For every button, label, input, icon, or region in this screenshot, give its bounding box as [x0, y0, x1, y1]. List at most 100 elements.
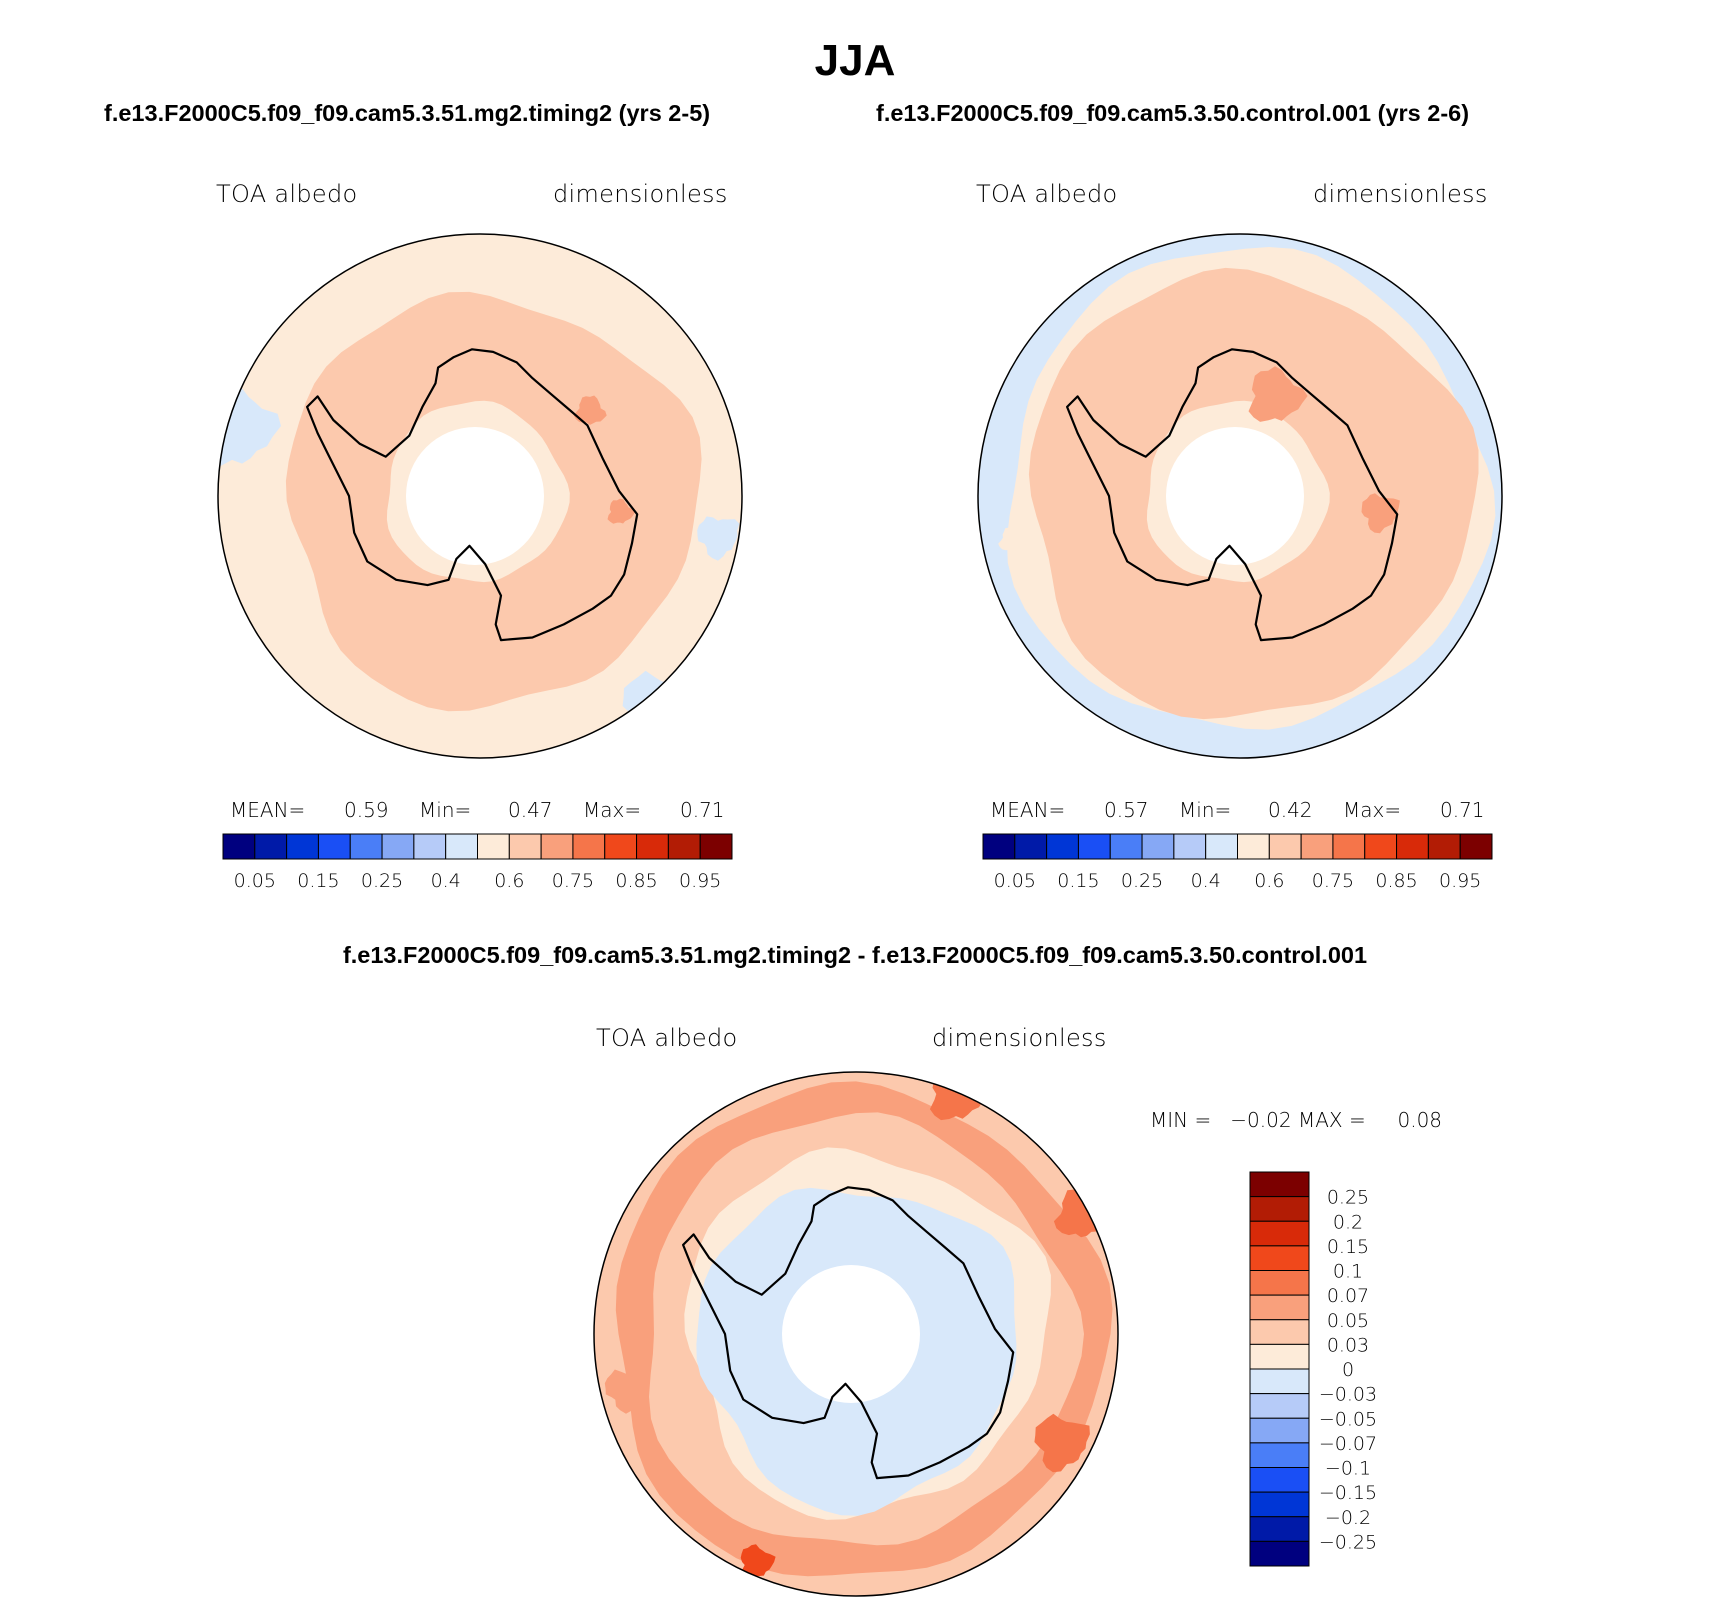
colorbar-right-box-7 [1205, 833, 1238, 860]
colorbar-right-box-2 [1046, 833, 1079, 860]
colorbar-right-box-14 [1427, 833, 1461, 860]
colorbar-diff-box-2 [1249, 1220, 1310, 1247]
colorbar-left-box-14 [667, 833, 701, 860]
colorbar-left-tick-7: 0.95 [679, 870, 721, 892]
colorbar-right-box-6 [1173, 833, 1207, 860]
case-title-right: f.e13.F2000C5.f09_f09.cam5.3.50.control.… [876, 100, 1470, 126]
min-value-right: 0.42 [1268, 798, 1313, 822]
colorbar-diff-tick-11: −0.1 [1325, 1458, 1371, 1480]
colorbar-diff-box-9 [1249, 1393, 1310, 1419]
figure-title: JJA [814, 36, 896, 85]
map-panel-diff-polar-gap [782, 1265, 920, 1403]
min-value-left: 0.47 [508, 798, 553, 822]
max-value-right: 0.71 [1440, 798, 1485, 822]
colorbar-diff-box-3 [1249, 1245, 1310, 1271]
mean-label-left: MEAN= [230, 798, 306, 822]
map-panel-right-spot-0 [1248, 366, 1308, 422]
colorbar-right-box-11 [1332, 833, 1366, 860]
mean-value-right: 0.57 [1104, 798, 1149, 822]
colorbar-left-box-0 [222, 833, 256, 860]
colorbar-diff-box-0 [1249, 1171, 1310, 1198]
map-panel-diff [594, 1072, 1118, 1596]
colorbar-right-box-9 [1268, 833, 1302, 860]
colorbar-diff-tick-12: −0.15 [1319, 1482, 1377, 1504]
colorbar-diff-tick-6: 0.03 [1327, 1334, 1369, 1356]
colorbar-diff-tick-13: −0.2 [1325, 1507, 1371, 1529]
colorbar-right-tick-5: 0.75 [1312, 870, 1354, 892]
colorbar-left-box-8 [477, 833, 510, 860]
max-label-left: Max= [583, 798, 642, 822]
colorbar-diff-box-12 [1249, 1467, 1310, 1493]
colorbar-diff-box-14 [1249, 1516, 1310, 1542]
colorbar-left-box-3 [317, 833, 351, 860]
map-panel-diff-spot-3 [740, 1544, 776, 1580]
case-title-left: f.e13.F2000C5.f09_f09.cam5.3.51.mg2.timi… [104, 100, 711, 126]
colorbar-right-box-3 [1077, 833, 1111, 860]
colorbar-right-box-4 [1109, 833, 1143, 860]
map-panel-right-spot-1 [1361, 493, 1400, 534]
colorbar-left-tick-1: 0.15 [297, 870, 339, 892]
map-panel-left-spot-4 [607, 498, 636, 524]
colorbar-right-tick-1: 0.15 [1057, 870, 1099, 892]
var-label-diff: TOA albedo [596, 1024, 738, 1052]
colorbar-left-box-1 [254, 833, 288, 860]
colorbar-diff-box-15 [1249, 1540, 1310, 1567]
colorbar-left-box-6 [413, 833, 447, 860]
colorbar-right-box-1 [1014, 833, 1048, 860]
colorbar-right-box-8 [1237, 833, 1270, 860]
colorbar-diff-box-13 [1249, 1491, 1310, 1518]
colorbar-left-box-12 [604, 833, 638, 860]
colorbar-left-box-9 [508, 833, 542, 860]
map-panel-left [218, 234, 742, 758]
colorbar-left-box-7 [445, 833, 478, 860]
colorbar-left-tick-3: 0.4 [431, 870, 461, 892]
map-panel-left-spot-1 [622, 670, 692, 744]
max-value-left: 0.71 [680, 798, 725, 822]
colorbar-diff-tick-10: −0.07 [1319, 1433, 1377, 1455]
diff-title: f.e13.F2000C5.f09_f09.cam5.3.51.mg2.timi… [342, 942, 1368, 968]
map-panel-left-spot-0 [218, 379, 281, 467]
colorbar-right-tick-4: 0.6 [1254, 870, 1284, 892]
colorbar-left-tick-2: 0.25 [361, 870, 403, 892]
map-panel-left-border [217, 233, 743, 759]
colorbar-diff-box-8 [1249, 1368, 1310, 1395]
map-panel-diff-spot-2 [1034, 1413, 1090, 1473]
colorbar-diff-box-5 [1249, 1294, 1310, 1321]
colorbar-diff-box-6 [1249, 1319, 1310, 1345]
units-label-left: dimensionless [553, 180, 728, 208]
colorbar-diff-box-11 [1249, 1442, 1310, 1468]
colorbar-left-tick-5: 0.75 [552, 870, 594, 892]
colorbar-diff-tick-7: 0 [1342, 1359, 1354, 1381]
colorbar-diff-box-10 [1249, 1417, 1310, 1444]
map-panel-left-polar-gap [406, 427, 544, 565]
map-panel-right-spot-2 [998, 526, 1027, 552]
units-label-diff: dimensionless [932, 1024, 1107, 1052]
map-panel-diff-coastline [682, 1186, 1015, 1480]
colorbar-left-box-11 [572, 833, 606, 860]
colorbar-right-box-12 [1364, 833, 1398, 860]
mean-label-right: MEAN= [990, 798, 1066, 822]
colorbar-right-tick-7: 0.95 [1439, 870, 1481, 892]
var-label-left: TOA albedo [216, 180, 358, 208]
colorbar-right-box-5 [1141, 833, 1175, 860]
mean-value-left: 0.59 [344, 798, 389, 822]
colorbar-left-tick-6: 0.85 [615, 870, 657, 892]
var-label-right: TOA albedo [976, 180, 1118, 208]
colorbar-diff-tick-14: −0.25 [1319, 1531, 1377, 1553]
colorbar-right-box-10 [1300, 833, 1334, 860]
colorbar-right-tick-3: 0.4 [1191, 870, 1221, 892]
colorbar-diff-box-1 [1249, 1196, 1310, 1222]
map-panel-right-coastline [1066, 348, 1399, 642]
colorbar-right-box-15 [1459, 833, 1493, 860]
colorbar-left-box-13 [636, 833, 669, 860]
min-label-right: Min= [1179, 798, 1232, 822]
map-panel-left-spot-3 [573, 395, 607, 425]
colorbar-diff-tick-4: 0.07 [1327, 1285, 1369, 1307]
colorbar-left-box-4 [349, 833, 383, 860]
colorbar-right-tick-6: 0.85 [1375, 870, 1417, 892]
colorbar-diff-tick-8: −0.03 [1319, 1384, 1377, 1406]
colorbar-right-tick-2: 0.25 [1121, 870, 1163, 892]
colorbar-diff-box-7 [1249, 1343, 1310, 1370]
map-panel-left-spot-2 [697, 516, 740, 561]
